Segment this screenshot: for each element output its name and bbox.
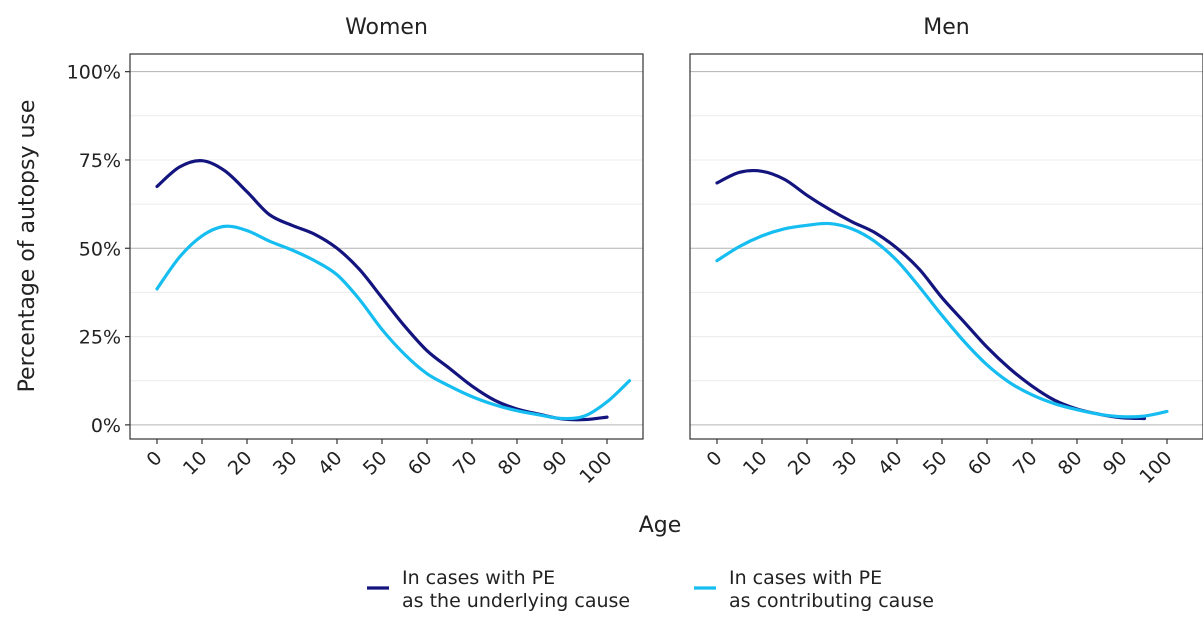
x-tick-label: 50 [359, 447, 392, 480]
x-tick-label: 90 [1099, 447, 1132, 480]
x-tick-label: 0 [142, 447, 166, 471]
x-tick-label: 100 [575, 447, 616, 488]
x-tick-label: 20 [784, 447, 817, 480]
x-tick-label: 10 [179, 447, 212, 480]
x-axis-title: Age [639, 513, 682, 538]
legend-label-underlying-line2: as the underlying cause [402, 590, 630, 612]
panel-frame [129, 53, 644, 440]
x-tick-label: 60 [404, 447, 437, 480]
y-tick-label: 0% [91, 415, 121, 437]
x-tick-label: 30 [829, 447, 862, 480]
panel-frame [689, 53, 1203, 440]
x-tick-label: 30 [269, 447, 302, 480]
panel-women: Women 0 10 20 30 40 50 60 70 80 90 100 [129, 15, 644, 488]
legend-label-underlying-line1: In cases with PE [402, 567, 555, 589]
x-tick-label: 40 [874, 447, 907, 480]
x-tick-label: 80 [1054, 447, 1087, 480]
series-line-contributing [155, 224, 632, 421]
x-tick-label: 40 [314, 447, 347, 480]
x-tick-label: 70 [449, 447, 482, 480]
y-tick-label: 25% [79, 327, 121, 349]
series-line-underlying [715, 168, 1147, 421]
y-tick-label: 75% [79, 150, 121, 172]
x-tick-label: 100 [1135, 447, 1176, 488]
x-tick-label: 0 [702, 447, 726, 471]
panel-men: Men 0 10 20 30 40 50 60 70 80 90 100 [689, 15, 1203, 488]
y-axis-title: Percentage of autopsy use [15, 100, 40, 393]
legend-label-contributing-line1: In cases with PE [729, 567, 882, 589]
x-tick-label: 10 [739, 447, 772, 480]
y-axis: 0% 25% 50% 75% 100% [67, 62, 130, 437]
x-tick-label: 60 [964, 447, 997, 480]
x-tick-label: 50 [919, 447, 952, 480]
panel-title: Men [923, 15, 969, 40]
legend: In cases with PE as the underlying cause… [367, 567, 934, 612]
x-tick-label: 80 [494, 447, 527, 480]
legend-label-contributing-line2: as contributing cause [729, 590, 934, 612]
y-tick-label: 50% [79, 238, 121, 260]
x-tick-label: 70 [1009, 447, 1042, 480]
x-tick-label: 90 [539, 447, 572, 480]
panel-title: Women [345, 15, 428, 40]
series-line-contributing [715, 221, 1169, 419]
y-tick-label: 100% [67, 62, 121, 84]
x-tick-label: 20 [224, 447, 257, 480]
